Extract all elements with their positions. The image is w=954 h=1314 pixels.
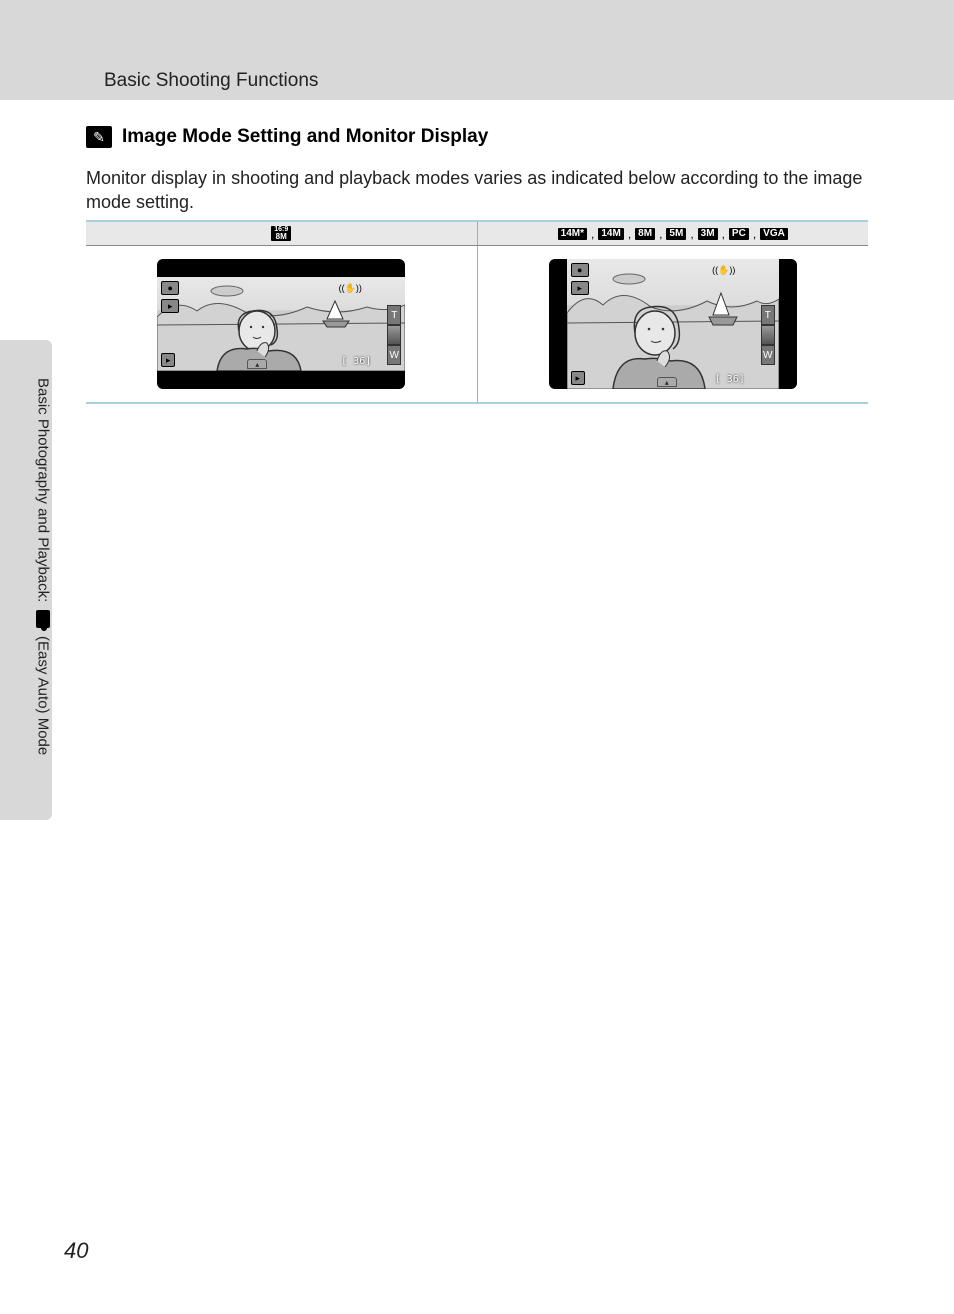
playback-icon: ▸ [161,299,179,313]
antishake-icon: ((✋)) [339,281,361,295]
monitor-screen: ● ▸ ▸ ((✋)) T W [ 36] ▴ [567,259,779,389]
td-col1: ● ▸ ▸ ((✋)) T W [ 36] ▴ [86,246,477,402]
zoom-t: T [761,305,775,325]
antishake-icon: ((✋)) [713,263,735,277]
comma: , [689,227,694,241]
mode-chip: 14M [598,228,623,240]
side-section-label: Basic Photography and Playback: (Easy Au… [34,378,52,756]
menu-up-icon: ▴ [247,359,267,369]
comma: , [590,227,595,241]
td-col2: ● ▸ ▸ ((✋)) T W [ 36] ▴ [477,246,869,402]
th-col2: 14M*, 14M, 8M, 5M, 3M, PC, VGA [477,222,869,245]
camera-icon [36,610,50,628]
page-number: 40 [64,1238,88,1264]
monitor-screen: ● ▸ ▸ ((✋)) T W [ 36] ▴ [157,277,405,371]
comma: , [627,227,632,241]
mode-chip: 5M [666,228,686,240]
camera-mode-icon: ● [571,263,589,277]
zoom-t: T [387,305,401,325]
comma: , [658,227,663,241]
side-label-after: (Easy Auto) Mode [35,636,52,755]
frame-counter: [ 36] [715,374,745,385]
monitor-preview-169: ● ▸ ▸ ((✋)) T W [ 36] ▴ [157,259,405,389]
table-header-row: 16:9 8M 14M*, 14M, 8M, 5M, 3M, PC, VGA [86,220,868,246]
note-icon: ✎ [86,126,112,148]
zoom-track [387,325,401,345]
playback-icon: ▸ [571,281,589,295]
mode-chip: 3M [698,228,718,240]
landscape-svg [567,259,779,389]
zoom-track [761,325,775,345]
camera-mode-icon: ● [161,281,179,295]
table-body-row: ● ▸ ▸ ((✋)) T W [ 36] ▴ [86,246,868,404]
comma: , [721,227,726,241]
chip-169-bottom: 8M [276,233,287,240]
zoom-bar: T W [387,305,401,365]
note-icon-glyph: ✎ [93,129,105,146]
mode-chip: VGA [760,228,788,240]
mode-chip: 8M [635,228,655,240]
side-label-before: Basic Photography and Playback: [35,378,52,602]
section-body: Monitor display in shooting and playback… [86,166,868,215]
comma: , [752,227,757,241]
zoom-w: W [761,345,775,365]
zoom-w: W [387,345,401,365]
zoom-bar: T W [761,305,775,365]
mode-chip: 14M* [558,228,587,240]
frame-counter: [ 36] [341,356,371,367]
monitor-preview-43: ● ▸ ▸ ((✋)) T W [ 36] ▴ [549,259,797,389]
running-header: Basic Shooting Functions [104,70,318,92]
mode-chip: PC [729,228,749,240]
play-small-icon: ▸ [161,353,175,367]
section-title: Image Mode Setting and Monitor Display [122,126,488,148]
scene-drawing [567,259,779,389]
mode-chip-169: 16:9 8M [271,226,291,241]
display-table: 16:9 8M 14M*, 14M, 8M, 5M, 3M, PC, VGA [86,220,868,404]
section-heading: ✎ Image Mode Setting and Monitor Display [86,126,488,148]
th-col1: 16:9 8M [86,222,477,245]
menu-up-icon: ▴ [657,377,677,387]
play-small-icon: ▸ [571,371,585,385]
